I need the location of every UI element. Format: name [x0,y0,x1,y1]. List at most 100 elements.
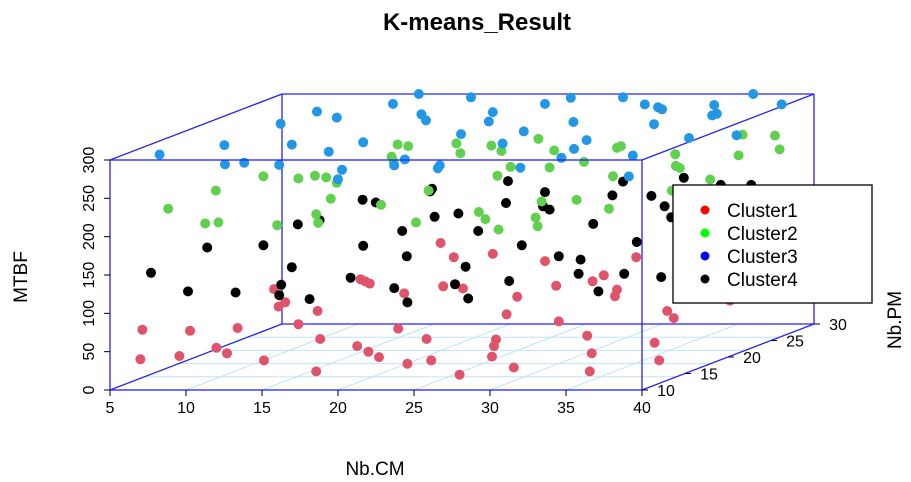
chart-title: K-means_Result [383,9,571,36]
point-cluster3 [358,137,369,148]
point-cluster3 [568,117,579,127]
point-cluster2 [386,151,397,162]
point-cluster2 [496,146,507,156]
legend-marker-cluster4 [700,274,710,284]
point-cluster2 [493,224,504,235]
point-cluster3 [581,135,592,146]
point-cluster1 [668,313,679,324]
point-cluster2 [473,207,484,217]
y-tick-label: 10 [657,383,675,400]
point-cluster3 [487,107,498,118]
point-cluster2 [532,221,543,232]
point-cluster1 [489,341,499,352]
x-tick-label: 25 [405,400,423,417]
y-tick-label: 25 [786,334,804,351]
point-cluster1 [311,366,322,377]
point-cluster1 [649,337,660,348]
point-cluster4 [230,287,241,298]
point-cluster4 [292,219,303,230]
point-cluster1 [551,280,562,291]
point-cluster3 [565,92,576,103]
point-cluster2 [213,217,224,228]
floor-grid-line [185,323,359,391]
point-cluster1 [654,355,665,366]
point-cluster4 [516,240,527,251]
point-cluster4 [607,190,618,201]
point-cluster3 [456,129,466,140]
point-cluster1 [487,248,498,259]
point-cluster3 [286,139,297,150]
point-cluster4 [463,293,474,304]
y-tick-label: 15 [700,367,718,384]
point-cluster4 [553,251,564,262]
point-cluster2 [670,149,681,160]
point-cluster3 [275,118,286,129]
point-cluster3 [709,100,720,110]
point-cluster2 [486,140,497,151]
point-cluster1 [631,252,642,263]
point-cluster1 [137,324,148,335]
point-cluster1 [363,346,374,357]
point-cluster1 [352,341,363,352]
point-cluster2 [505,161,516,172]
point-cluster2 [455,148,466,159]
point-cluster1 [402,358,413,369]
point-cluster1 [374,352,384,363]
point-cluster4 [450,279,460,290]
point-cluster4 [540,187,550,198]
point-cluster2 [311,209,322,220]
point-cluster2 [480,214,491,225]
legend-marker-cluster3 [700,251,710,261]
point-cluster2 [733,150,744,161]
box-edge [109,93,283,161]
y-axis-label: Nb.PM [885,291,906,349]
point-cluster1 [458,283,468,294]
point-cluster2 [310,170,320,181]
point-cluster1 [512,291,523,302]
point-cluster4 [593,286,604,297]
box-edge [109,323,283,391]
floor-grid-line [489,323,663,391]
point-cluster4 [258,240,269,251]
point-cluster1 [508,362,519,373]
point-cluster1 [280,297,291,308]
point-cluster4 [286,262,297,273]
point-cluster2 [313,217,324,228]
z-axis-ticks: 0 50 100 150 200 250 300 [81,147,110,394]
point-cluster4 [504,276,515,286]
point-cluster1 [584,366,595,377]
point-cluster1 [610,291,620,302]
point-cluster3 [421,115,431,126]
x-tick-label: 30 [481,400,499,417]
point-cluster2 [530,212,541,223]
point-cluster2 [536,196,547,207]
point-cluster1 [487,351,497,362]
point-cluster3 [540,98,550,109]
point-cluster3 [274,159,285,170]
point-cluster2 [608,171,618,182]
point-cluster3 [497,138,508,149]
point-cluster4 [678,172,689,183]
point-cluster1 [421,334,432,344]
point-cluster3 [653,102,663,113]
point-cluster2 [571,194,582,205]
legend-label-cluster2: Cluster2 [727,224,798,245]
point-cluster1 [501,309,512,320]
point-cluster2 [770,130,780,141]
point-cluster1 [211,342,222,353]
point-cluster2 [403,141,414,152]
point-cluster2 [612,142,622,153]
point-cluster4 [345,272,356,283]
point-cluster3 [220,159,230,170]
point-cluster2 [325,193,336,204]
point-cluster3 [569,143,579,154]
point-cluster1 [582,330,593,341]
point-cluster3 [518,126,529,137]
floor-grid-line [413,323,587,391]
point-cluster1 [399,288,410,299]
point-cluster2 [451,138,462,149]
legend-marker-cluster2 [700,228,710,238]
x-tick-label: 10 [177,400,195,417]
